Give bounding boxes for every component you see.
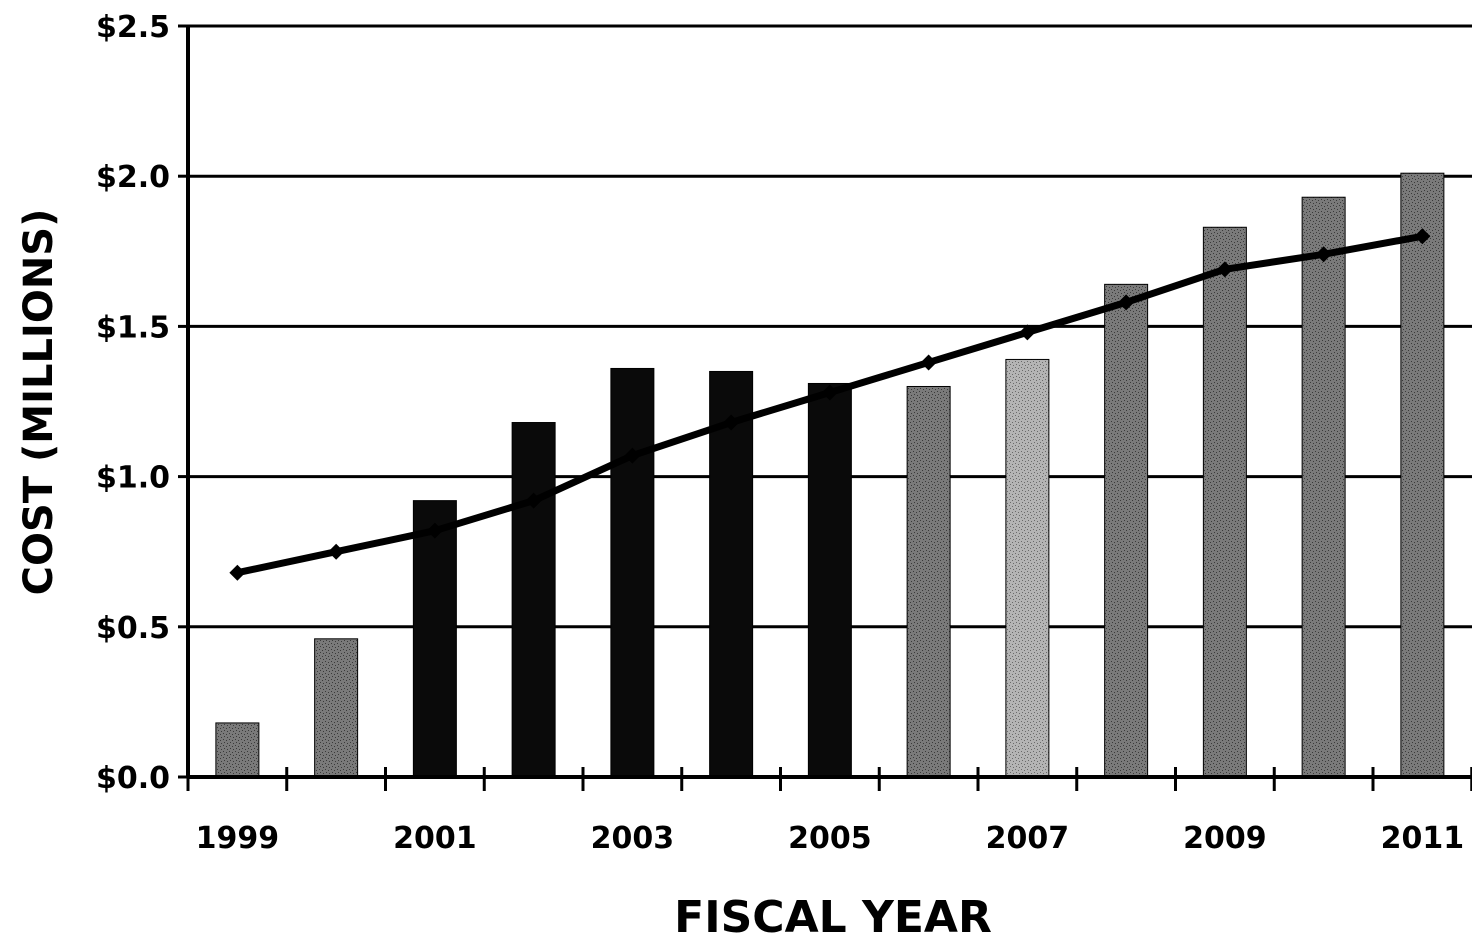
- line-marker-2001: [426, 522, 443, 539]
- y-tick-label: $0.0: [96, 761, 170, 796]
- line-marker-2007: [1019, 324, 1036, 341]
- x-tick-label-1999: 1999: [196, 821, 280, 856]
- x-tick-label-2007: 2007: [986, 821, 1070, 856]
- line-marker-2004: [723, 414, 740, 431]
- line-marker-2002: [525, 492, 542, 509]
- x-tick-label-2001: 2001: [393, 821, 477, 856]
- y-tick-label: $2.0: [96, 160, 170, 195]
- bar-2011: [1400, 172, 1445, 778]
- y-tick-label: $1.0: [96, 461, 170, 496]
- bar-2006: [906, 385, 951, 778]
- line-marker-2005: [821, 384, 838, 401]
- bar-2009: [1202, 226, 1247, 778]
- line-marker-2009: [1216, 261, 1233, 278]
- x-tick-label-2005: 2005: [788, 821, 872, 856]
- y-tick-label: $1.5: [96, 310, 170, 345]
- bar-1999: [215, 722, 260, 778]
- y-tick-label: $0.5: [96, 611, 170, 646]
- x-tick-label-2011: 2011: [1381, 821, 1465, 856]
- bar-2008: [1104, 283, 1149, 778]
- bar-2001: [412, 500, 457, 778]
- line-marker-2010: [1315, 246, 1332, 263]
- bar-2004: [709, 370, 754, 778]
- axis-layer: $0.0 $0.5 $1.0 $1.5 $2.0 $2.5 1999 2001 2003 2005…: [96, 10, 1472, 856]
- bar-2002: [511, 422, 556, 778]
- bar-2005: [807, 382, 852, 778]
- x-axis-title: FISCAL YEAR: [674, 892, 992, 938]
- bar-2000: [314, 638, 359, 778]
- line-marker-2011: [1414, 228, 1431, 245]
- x-tick-label-2009: 2009: [1183, 821, 1267, 856]
- x-tick-label-2003: 2003: [591, 821, 675, 856]
- line-marker-2008: [1118, 294, 1135, 311]
- y-tick-label: $2.5: [96, 10, 170, 45]
- line-marker-1999: [229, 564, 246, 581]
- line-marker-2000: [328, 543, 345, 560]
- bar-layer: [215, 172, 1445, 778]
- bar-2007: [1005, 358, 1050, 778]
- y-axis-title: COST (MILLIONS): [16, 209, 62, 596]
- line-layer: [229, 228, 1431, 581]
- bar-2010: [1301, 196, 1346, 778]
- bar-2003: [610, 367, 655, 778]
- line-marker-2006: [920, 354, 937, 371]
- line-marker-2003: [624, 447, 641, 464]
